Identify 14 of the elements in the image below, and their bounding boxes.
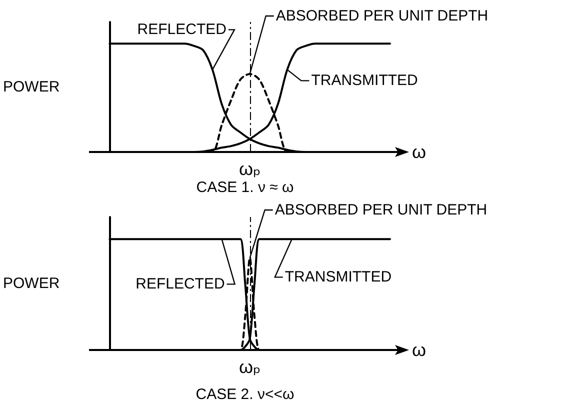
text: CASE 2. ν<<ω — [196, 386, 294, 403]
text: CASE 1. ν ≈ ω — [196, 179, 294, 196]
series-label: REFLECTED — [137, 21, 227, 38]
series-label: REFLECTED — [136, 276, 225, 293]
text: ωₚ — [238, 159, 261, 179]
series-label: TRANSMITTED — [284, 268, 392, 286]
x-axis-title: ω — [412, 142, 426, 162]
legend-label: TRANSMITTED — [311, 72, 418, 90]
x-axis-title: ω — [412, 340, 426, 360]
text: ABSORBED PER UNIT DEPTH — [274, 202, 488, 219]
text: ABSORBED PER UNIT DEPTH — [276, 8, 488, 24]
text: ωₚ — [238, 357, 261, 377]
y-axis-title: POWER — [2, 78, 60, 96]
y-axis-title: POWER — [2, 275, 60, 292]
